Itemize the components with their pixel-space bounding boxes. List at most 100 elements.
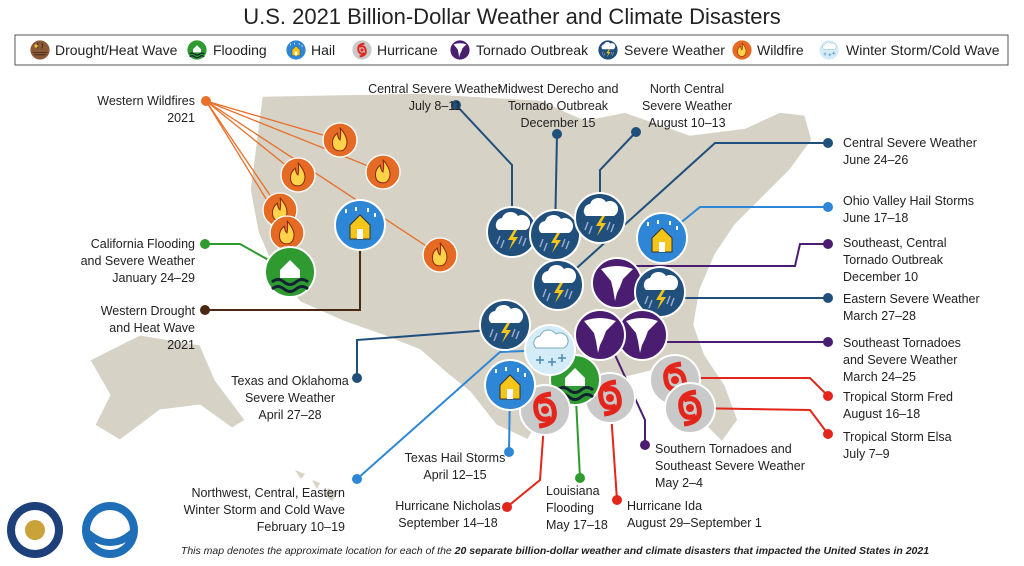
glyph [601,41,616,50]
icon [574,192,626,244]
event-label: Western Drought [101,304,196,318]
glyph [374,159,391,184]
glyph [536,354,566,366]
connector-line [205,100,281,211]
glyph [289,162,306,187]
event-label: Midwest Derecho and [498,82,619,96]
connector-line [205,225,361,311]
event-label: Hurricane Nicholas [395,499,501,513]
event-label: Western Wildfires [97,94,195,108]
icon [664,382,716,434]
event-label: Severe Weather [642,99,732,113]
glyph [656,290,666,310]
glyph [280,260,300,278]
glyph [601,266,633,301]
event-label: January 24–29 [112,271,195,285]
glyph [271,278,309,293]
event-label: and Severe Weather [81,254,195,268]
glyph [584,318,616,353]
connector-dot [640,440,650,450]
icon [597,39,619,61]
glyph [542,288,573,302]
glyph [606,394,614,402]
glyph [551,233,561,253]
icon [479,299,531,351]
footer-bold: 20 separate billion-dollar weather and c… [454,545,930,557]
glyph [499,374,521,400]
glyph [583,197,619,216]
glyph [331,127,348,152]
icon [731,39,753,61]
legend-label: Winter Storm/Cold Wave [846,42,1000,58]
connector-dot [823,293,833,303]
event-label: June 24–26 [843,153,908,167]
glyph [496,235,527,249]
seal-commerce [7,502,63,558]
legend-box [14,34,1009,66]
connector-dot [352,373,362,383]
event-label: May 2–4 [655,476,703,490]
connector-line [205,100,384,173]
event-label: North Central [650,82,724,96]
event-label: April 12–15 [423,468,486,482]
event-label: Winter Storm and Cold Wave [184,503,345,517]
glyph [533,391,557,429]
glyph [541,406,549,414]
glyph [686,404,694,412]
icon [422,237,458,273]
event-label: June 17–18 [843,211,908,225]
event-label: August 10–13 [648,116,725,130]
footer-text: This map denotes the approximate locatio… [181,545,452,557]
connector-dot [631,127,641,137]
glyph [643,271,679,290]
icon [29,39,51,61]
glyph [507,389,513,399]
event-label: 2021 [167,338,195,352]
glyph [678,389,702,427]
footer-note: This map denotes the approximate locatio… [181,545,929,557]
glyph [601,51,614,57]
glyph [291,45,301,56]
legend-label: Hurricane [377,42,438,58]
icon [269,215,305,251]
connector-dot [502,502,512,512]
event-label: March 27–28 [843,309,916,323]
connector-dot [352,474,362,484]
glyph [539,238,570,252]
event-label: Central Severe Weather [368,82,502,96]
connector-line [205,100,341,141]
seal-noaa [82,502,138,558]
glyph [598,379,622,417]
glyph [647,220,678,230]
event-label: Tornado Outbreak [508,99,609,113]
glyph [278,220,295,245]
icon [524,324,576,376]
glyph [501,323,511,343]
connector-dot [552,129,562,139]
icon [529,209,581,261]
glyph [189,52,205,59]
connector-dot [575,473,585,483]
event-label: December 15 [520,116,595,130]
connector-dot [823,391,833,401]
glyph [294,51,298,56]
title: U.S. 2021 Billion-Dollar Weather and Cli… [243,4,781,29]
connector-line [205,100,299,176]
connector-dot [451,100,461,110]
icon [449,39,471,61]
connector-dot [504,447,514,457]
event-label: Central Severe Weather [843,136,977,150]
legend-label: Wildfire [757,42,804,58]
event-label: May 17–18 [546,518,608,532]
icon [591,257,643,309]
event-label: California Flooding [91,237,195,251]
event-label: Northwest, Central, Eastern [191,486,345,500]
icon [634,266,686,318]
glyph [495,367,526,377]
icon [636,212,688,264]
glyph [737,42,747,57]
icon [818,39,840,61]
event-label: December 10 [843,270,918,284]
event-label: August 29–September 1 [627,516,762,530]
glyph [538,214,574,233]
